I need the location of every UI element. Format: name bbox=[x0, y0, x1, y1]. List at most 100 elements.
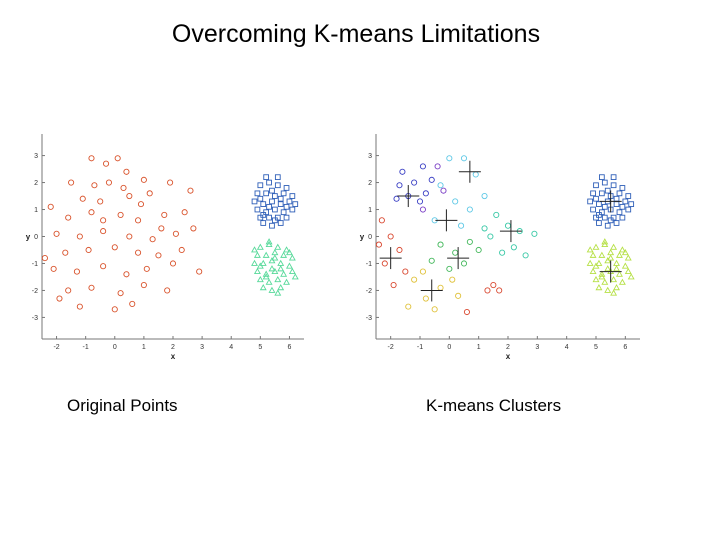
data-point bbox=[254, 190, 261, 197]
data-point bbox=[613, 265, 621, 272]
data-point bbox=[481, 225, 488, 232]
data-point bbox=[100, 263, 107, 270]
y-tick-label: 0 bbox=[34, 234, 38, 241]
data-point bbox=[587, 198, 593, 205]
data-point bbox=[187, 187, 194, 194]
data-point bbox=[274, 243, 282, 250]
data-point bbox=[378, 217, 385, 224]
data-point bbox=[280, 190, 287, 197]
data-point bbox=[47, 203, 54, 210]
data-point bbox=[601, 214, 608, 221]
data-point bbox=[399, 168, 406, 175]
data-point bbox=[271, 248, 279, 256]
data-point bbox=[265, 238, 273, 245]
data-point bbox=[604, 265, 612, 272]
data-point bbox=[452, 249, 459, 256]
data-point bbox=[396, 246, 403, 254]
y-tick-label: -3 bbox=[32, 315, 38, 322]
data-point bbox=[73, 268, 80, 275]
data-point bbox=[62, 249, 69, 256]
y-tick-label: -3 bbox=[366, 315, 372, 322]
data-point bbox=[143, 265, 150, 272]
data-point bbox=[595, 259, 603, 266]
data-point bbox=[610, 174, 617, 181]
data-point bbox=[266, 214, 272, 221]
data-point bbox=[65, 214, 72, 221]
x-tick-label: 6 bbox=[623, 344, 627, 351]
data-point bbox=[460, 155, 468, 162]
data-point bbox=[496, 287, 503, 294]
data-point bbox=[484, 287, 491, 294]
data-point bbox=[263, 190, 270, 197]
data-point bbox=[286, 198, 293, 205]
data-point bbox=[437, 182, 444, 189]
data-point bbox=[628, 201, 635, 207]
data-point bbox=[251, 259, 258, 266]
data-point bbox=[411, 276, 418, 283]
data-point bbox=[135, 217, 142, 224]
data-point bbox=[593, 195, 599, 202]
data-point bbox=[613, 259, 621, 266]
data-point bbox=[393, 195, 400, 202]
data-point bbox=[422, 295, 429, 302]
data-point bbox=[387, 233, 394, 240]
data-point bbox=[269, 222, 275, 229]
y-tick-label: 1 bbox=[368, 207, 372, 214]
data-point bbox=[610, 182, 617, 189]
data-point bbox=[475, 246, 482, 254]
data-point bbox=[613, 284, 621, 291]
data-point bbox=[100, 217, 107, 224]
data-point bbox=[283, 278, 291, 285]
data-point bbox=[419, 268, 426, 275]
data-point bbox=[405, 303, 412, 310]
y-tick-label: -1 bbox=[366, 261, 372, 268]
data-point bbox=[140, 282, 147, 289]
data-point bbox=[164, 287, 171, 294]
y-tick-label: -2 bbox=[32, 288, 38, 295]
data-point bbox=[601, 203, 608, 210]
x-tick-label: 5 bbox=[594, 344, 598, 351]
data-point bbox=[50, 265, 57, 272]
data-point bbox=[181, 209, 188, 216]
scatter-plot-original: -2 -1 0 1 2 3 4 5 6 3 2 1 0 -1 -2 -3 x y bbox=[26, 134, 304, 361]
data-point bbox=[289, 206, 296, 213]
data-point bbox=[76, 233, 83, 240]
x-tick-label: 0 bbox=[113, 344, 117, 351]
data-point bbox=[604, 222, 611, 229]
data-point bbox=[624, 254, 632, 261]
data-point bbox=[437, 241, 444, 248]
data-point bbox=[595, 284, 603, 291]
data-point bbox=[627, 273, 635, 280]
data-point bbox=[277, 259, 285, 266]
data-point bbox=[531, 230, 538, 237]
data-point bbox=[422, 190, 429, 197]
y-tick-label: -2 bbox=[366, 288, 372, 295]
data-point bbox=[619, 203, 626, 210]
data-point bbox=[117, 211, 124, 218]
data-point bbox=[613, 201, 620, 207]
x-axis-label: x bbox=[171, 352, 176, 361]
data-point bbox=[268, 265, 276, 272]
data-point bbox=[178, 246, 185, 254]
data-point bbox=[288, 267, 296, 275]
data-point bbox=[596, 212, 602, 218]
data-point bbox=[277, 284, 285, 291]
data-point bbox=[619, 185, 626, 191]
data-point bbox=[601, 278, 609, 285]
data-point bbox=[274, 182, 281, 189]
data-point bbox=[41, 255, 48, 262]
data-point bbox=[161, 211, 168, 218]
data-point bbox=[493, 211, 500, 218]
data-point bbox=[440, 187, 447, 194]
data-point bbox=[88, 284, 95, 291]
data-point bbox=[283, 203, 290, 210]
data-point bbox=[172, 230, 179, 237]
data-point bbox=[589, 267, 597, 275]
data-point bbox=[601, 238, 609, 245]
y-tick-label: 2 bbox=[34, 180, 38, 187]
data-point bbox=[271, 254, 279, 261]
data-point bbox=[272, 217, 278, 224]
data-point bbox=[190, 225, 197, 232]
data-point bbox=[123, 271, 130, 278]
data-point bbox=[120, 184, 127, 191]
